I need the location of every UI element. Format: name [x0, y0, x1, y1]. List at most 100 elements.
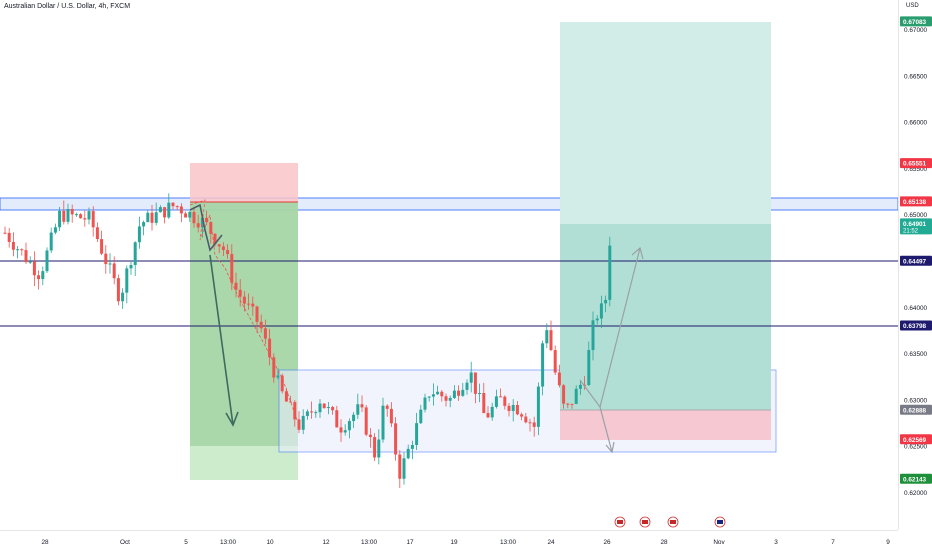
bearish-candle — [79, 213, 83, 219]
bearish-candle — [272, 353, 276, 383]
bearish-candle — [553, 345, 557, 376]
bearish-candle — [7, 227, 11, 248]
price-tick-label: 0.62000 — [904, 490, 928, 497]
candle-body — [226, 250, 230, 255]
bearish-candle — [528, 418, 532, 432]
candle-body — [79, 214, 83, 219]
bearish-candle — [37, 270, 41, 290]
bearish-candle — [247, 293, 251, 310]
candle-body — [150, 212, 154, 223]
time-tick-label: 3 — [774, 539, 778, 546]
candle-body — [419, 409, 423, 424]
candle-body — [37, 275, 41, 280]
bullish-candle — [511, 399, 515, 422]
bullish-candle — [121, 288, 125, 309]
candle-body — [91, 211, 95, 228]
time-scale: 28 Oct 5 13:00 10 12 13:00 17 19 13:00 24 26 28 Nov 3 7… — [41, 539, 890, 546]
price-tag-label: 0.65138 — [903, 199, 927, 206]
price-tick-label: 0.65000 — [904, 212, 928, 219]
price-axis[interactable]: 0.670000.665000.660000.655000.650000.645… — [898, 0, 932, 530]
candle-body — [444, 396, 448, 401]
candle-body — [11, 241, 15, 250]
candle-body — [389, 408, 393, 424]
candle-body — [562, 385, 566, 404]
bearish-candle — [217, 243, 221, 254]
arrow-head — [225, 411, 239, 427]
candle-body — [213, 233, 217, 245]
bullish-candle — [608, 236, 612, 307]
bearish-candle — [373, 433, 377, 462]
candle-body — [45, 250, 49, 272]
price-tick-label: 0.67000 — [904, 27, 928, 34]
candle-body — [62, 210, 66, 222]
bearish-candle — [339, 419, 343, 442]
time-tick-label: 10 — [266, 539, 274, 546]
candle-body — [163, 207, 167, 218]
candle-body — [423, 397, 427, 410]
bearish-candle — [259, 314, 263, 333]
bullish-candle — [465, 379, 469, 395]
candle-body — [230, 254, 234, 283]
drawn-path — [189, 203, 223, 252]
bearish-candle — [360, 395, 364, 412]
bullish-candle — [436, 385, 440, 395]
chart-canvas[interactable]: Australian Dollar / U.S. Dollar, 4h, FXC… — [0, 0, 899, 530]
target-arrow — [209, 254, 234, 426]
bearish-candle — [112, 256, 116, 285]
bullish-candle — [45, 247, 49, 274]
candle-body — [87, 211, 91, 220]
candle-body — [415, 423, 419, 446]
candle-body — [398, 454, 402, 479]
price-tag-label: 0.63798 — [903, 323, 927, 330]
candle-body — [356, 404, 360, 415]
candle-body — [259, 321, 263, 329]
candle-body — [28, 261, 32, 263]
candle-body — [402, 458, 406, 479]
bullish-candle — [276, 368, 280, 380]
candle-body — [7, 232, 11, 242]
time-axis[interactable]: 28 Oct 5 13:00 10 12 13:00 17 19 13:00 24 26 28 Nov 3 7… — [0, 530, 898, 551]
candle-body — [158, 207, 162, 213]
candle-body — [566, 403, 570, 405]
candle-body — [146, 212, 150, 223]
candle-body — [129, 265, 133, 269]
candle-body — [234, 282, 238, 290]
bullish-candle — [133, 241, 137, 277]
bullish-candle — [314, 410, 318, 418]
bearish-candle — [503, 395, 507, 410]
bearish-candle — [507, 403, 511, 417]
time-tick-label: 12 — [322, 539, 330, 546]
candle-body — [431, 394, 435, 397]
time-tick-label: 13:00 — [361, 539, 377, 546]
candle-body — [3, 232, 7, 234]
candle-body — [95, 227, 99, 240]
candle-body — [41, 271, 45, 280]
candle-body — [440, 391, 444, 397]
bearish-candle — [91, 206, 95, 237]
bullish-candle — [402, 452, 406, 485]
price-tag: 0.65551 — [900, 158, 932, 169]
arrow-head — [605, 441, 615, 454]
bearish-candle — [322, 403, 326, 409]
bullish-candle — [58, 206, 62, 232]
bearish-candle — [280, 373, 284, 394]
bearish-candle — [385, 404, 389, 417]
bullish-candle — [419, 404, 423, 425]
price-chart[interactable] — [0, 0, 899, 530]
candle-body — [70, 209, 74, 215]
candle-body — [604, 299, 608, 304]
bearish-candle — [179, 203, 183, 223]
bearish-candle — [268, 328, 272, 366]
candle-body — [242, 296, 246, 304]
bullish-candle — [305, 409, 309, 420]
bearish-candle — [524, 412, 528, 424]
symbol-title[interactable]: Australian Dollar / U.S. Dollar, 4h, FXC… — [4, 3, 131, 10]
flag-fill — [670, 520, 676, 524]
candle-body — [301, 415, 305, 430]
time-tick-label: 17 — [406, 539, 414, 546]
candle-body — [20, 249, 24, 251]
candle-body — [381, 405, 385, 440]
bullish-candle — [146, 209, 150, 223]
price-tick-label: 0.63500 — [904, 351, 928, 358]
bearish-candle — [24, 242, 28, 264]
